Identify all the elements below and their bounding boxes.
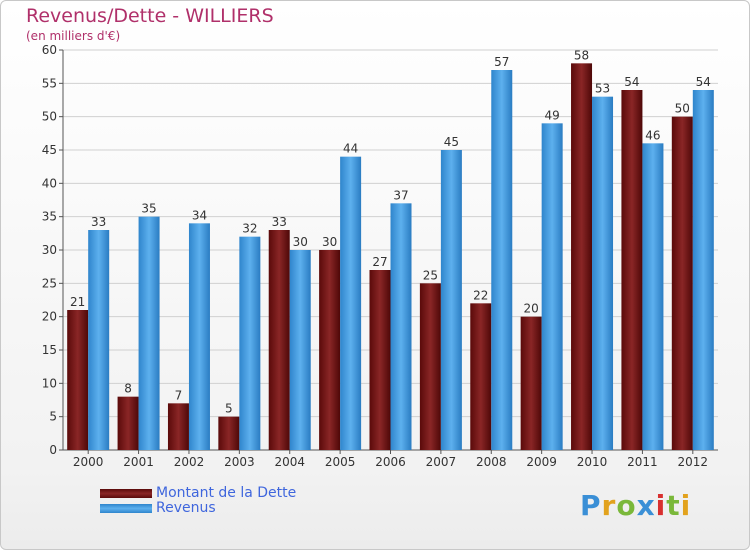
bar-revenue-2001	[138, 216, 160, 450]
bar-debt-2006	[369, 270, 391, 450]
y-tick-label: 35	[42, 210, 57, 224]
data-label-revenue: 46	[645, 128, 660, 142]
bar-debt-2007	[419, 283, 441, 450]
x-tick-label: 2001	[123, 455, 154, 469]
data-label-debt: 8	[124, 382, 132, 396]
x-tick-label: 2012	[678, 455, 709, 469]
data-label-debt: 7	[175, 388, 183, 402]
x-tick-label: 2005	[325, 455, 356, 469]
data-label-revenue: 44	[343, 142, 358, 156]
bar-revenue-2006	[390, 203, 412, 450]
y-tick-label: 30	[42, 243, 57, 257]
y-tick-label: 55	[42, 76, 57, 90]
y-tick-label: 10	[42, 376, 57, 390]
bar-debt-2010	[571, 63, 593, 450]
bar-revenue-2005	[340, 156, 362, 450]
data-label-debt: 25	[423, 268, 438, 282]
y-tick-label: 20	[42, 310, 57, 324]
data-label-revenue: 35	[141, 202, 156, 216]
x-tick-label: 2009	[526, 455, 557, 469]
data-label-revenue: 34	[192, 208, 207, 222]
data-label-revenue: 30	[293, 235, 308, 249]
data-label-revenue: 57	[494, 55, 509, 69]
y-tick-label: 0	[49, 443, 57, 457]
data-label-debt: 5	[225, 402, 233, 416]
bar-debt-2012	[671, 116, 693, 451]
bar-debt-2009	[520, 316, 542, 450]
legend-swatch-debt	[100, 489, 152, 498]
bar-revenue-2007	[440, 150, 462, 450]
data-label-debt: 58	[574, 48, 589, 62]
y-tick-label: 5	[49, 410, 57, 424]
x-tick-label: 2007	[426, 455, 457, 469]
data-label-debt: 54	[624, 75, 639, 89]
bar-debt-2008	[470, 303, 492, 450]
y-tick-label: 25	[42, 276, 57, 290]
bar-debt-2001	[117, 396, 139, 450]
legend-swatch-revenue	[100, 504, 152, 513]
data-label-debt: 21	[70, 295, 85, 309]
bar-debt-2003	[218, 416, 240, 450]
chart-title: Revenus/Dette - WILLIERS	[26, 5, 274, 27]
data-label-revenue: 33	[91, 215, 106, 229]
y-tick-label: 40	[42, 176, 57, 190]
data-label-debt: 27	[372, 255, 387, 269]
x-tick-label: 2002	[174, 455, 205, 469]
data-label-debt: 20	[524, 302, 539, 316]
data-label-revenue: 53	[595, 82, 610, 96]
x-tick-label: 2004	[274, 455, 305, 469]
bar-revenue-2008	[491, 70, 513, 450]
data-label-debt: 22	[473, 288, 488, 302]
x-tick-label: 2011	[627, 455, 658, 469]
bar-debt-2005	[319, 250, 341, 450]
bar-debt-2004	[268, 230, 290, 450]
data-label-revenue: 32	[242, 222, 257, 236]
data-label-revenue: 37	[393, 188, 408, 202]
data-label-debt: 33	[272, 215, 287, 229]
x-tick-label: 2000	[73, 455, 104, 469]
data-label-revenue: 54	[696, 75, 711, 89]
data-label-revenue: 45	[444, 135, 459, 149]
data-label-debt: 50	[675, 102, 690, 116]
bar-revenue-2000	[88, 230, 110, 450]
x-tick-label: 2003	[224, 455, 255, 469]
x-tick-label: 2008	[476, 455, 507, 469]
y-tick-label: 60	[42, 43, 57, 57]
legend-label-revenue: Revenus	[156, 500, 216, 516]
bar-revenue-2004	[289, 250, 311, 450]
data-label-debt: 30	[322, 235, 337, 249]
proxiti-logo: Proxiti	[580, 489, 692, 522]
x-tick-label: 2010	[577, 455, 608, 469]
y-tick-label: 50	[42, 110, 57, 124]
legend-label-debt: Montant de la Dette	[156, 485, 297, 501]
x-tick-label: 2006	[375, 455, 406, 469]
bar-debt-2002	[167, 403, 189, 450]
bar-revenue-2002	[188, 223, 210, 450]
chart-subtitle: (en milliers d'€)	[26, 29, 121, 43]
bar-revenue-2010	[592, 96, 614, 451]
bar-debt-2011	[621, 90, 643, 450]
bar-revenue-2011	[642, 143, 664, 451]
bar-debt-2000	[67, 310, 89, 450]
data-label-revenue: 49	[545, 108, 560, 122]
y-tick-label: 15	[42, 343, 57, 357]
bar-revenue-2009	[541, 123, 563, 450]
bar-revenue-2012	[692, 90, 714, 450]
y-tick-label: 45	[42, 143, 57, 157]
bar-revenue-2003	[239, 236, 261, 450]
